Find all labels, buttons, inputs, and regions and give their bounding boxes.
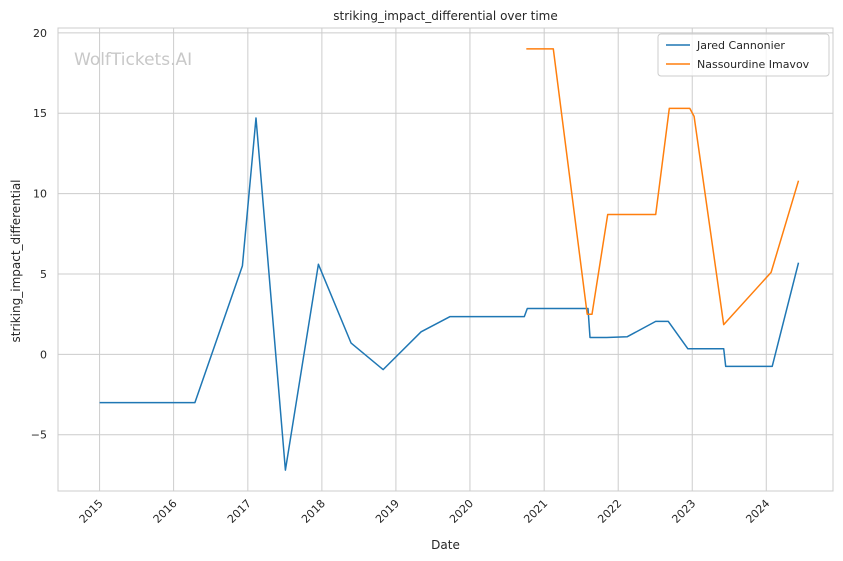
x-axis-label: Date bbox=[431, 538, 460, 552]
series-layer bbox=[99, 48, 800, 471]
chart-title: striking_impact_differential over time bbox=[333, 9, 558, 23]
legend-box bbox=[657, 33, 830, 77]
y-tick-label: 20 bbox=[33, 27, 47, 40]
y-tick-label: 15 bbox=[33, 107, 47, 120]
y-axis-label: striking_impact_differential bbox=[9, 179, 23, 342]
y-tick-label: −5 bbox=[31, 429, 47, 442]
series-jared-cannonier bbox=[99, 117, 800, 471]
y-tick-label: 5 bbox=[40, 268, 47, 281]
y-tick-label: 10 bbox=[33, 188, 47, 201]
legend: Jared Cannonier Nassourdine Imavov bbox=[657, 33, 830, 77]
grid bbox=[58, 28, 833, 491]
plot-frame bbox=[57, 27, 834, 492]
series-line-jared-cannonier bbox=[99, 117, 800, 471]
watermark-text: WolfTickets.AI bbox=[74, 50, 192, 70]
series-nassourdine-imavov bbox=[526, 48, 800, 326]
legend-label-nassourdine-imavov: Nassourdine Imavov bbox=[697, 58, 810, 71]
series-line-nassourdine-imavov bbox=[526, 48, 800, 326]
y-tick-label: 0 bbox=[40, 348, 47, 361]
legend-label-jared-cannonier: Jared Cannonier bbox=[696, 39, 785, 52]
